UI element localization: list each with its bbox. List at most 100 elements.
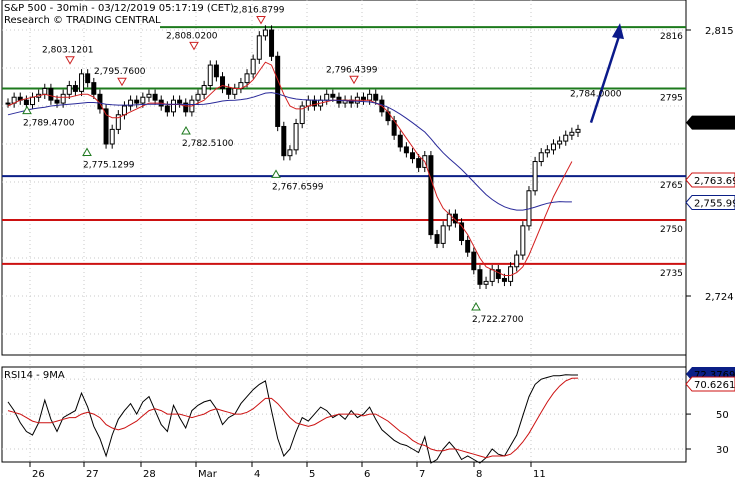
candle-body bbox=[152, 93, 158, 101]
candle-body bbox=[575, 128, 581, 133]
swing-low-marker bbox=[271, 169, 281, 178]
projection-arrowhead bbox=[612, 23, 624, 40]
candle-body bbox=[207, 64, 213, 87]
candle-body bbox=[299, 105, 305, 125]
candle-body bbox=[373, 93, 379, 101]
candle-body bbox=[213, 64, 219, 78]
price-badge-label: 2,763.69 bbox=[694, 176, 735, 187]
candle-body bbox=[146, 93, 152, 98]
candle-body bbox=[244, 73, 250, 84]
rsi-badge-label: 70.6261 bbox=[694, 380, 735, 391]
candle-body bbox=[54, 99, 60, 104]
projection-arrow-shaft bbox=[589, 32, 622, 124]
level-label-2765: 2765 bbox=[660, 181, 683, 191]
candle-body bbox=[465, 239, 471, 253]
candle-body bbox=[121, 105, 127, 116]
candle-body bbox=[557, 140, 563, 145]
candle-body bbox=[514, 254, 520, 268]
candle-body bbox=[128, 99, 134, 107]
x-tick-label: 8 bbox=[476, 469, 482, 480]
candle-body bbox=[269, 29, 275, 57]
candle-body bbox=[48, 87, 54, 101]
swing-high-label: 2,803.1201 bbox=[42, 46, 94, 56]
swing-high-label: 2,796.4399 bbox=[326, 65, 378, 75]
price-badge-label: 2,783.3 bbox=[694, 119, 732, 130]
x-tick-label: 5 bbox=[309, 469, 315, 480]
swing-low-label: 2,722.2700 bbox=[472, 315, 524, 325]
rsi-title: RSI14 - 9MA bbox=[4, 370, 65, 381]
candle-body bbox=[115, 114, 121, 130]
rsi-badge-label: 72.3769 bbox=[694, 370, 735, 381]
candle-body bbox=[416, 158, 422, 168]
candle-body bbox=[66, 85, 72, 95]
x-tick-label: 11 bbox=[533, 469, 546, 480]
candle-body bbox=[195, 93, 201, 101]
x-tick-label: 28 bbox=[143, 469, 156, 480]
candle-body bbox=[140, 96, 146, 104]
candle-body bbox=[330, 93, 336, 98]
rsi-line bbox=[7, 374, 578, 464]
rsi-y-tick-label: 50 bbox=[716, 410, 729, 421]
candle-body bbox=[103, 108, 109, 145]
price-badge-pivot-ma bbox=[685, 172, 735, 188]
candle-body bbox=[532, 161, 538, 192]
candle-body bbox=[538, 152, 544, 163]
x-tick-label: Mar bbox=[198, 469, 218, 480]
swing-low-marker bbox=[82, 147, 92, 157]
candle-body bbox=[569, 131, 575, 136]
level-label-2795: 2795 bbox=[660, 93, 683, 103]
candle-body bbox=[440, 225, 446, 244]
x-tick-label: 4 bbox=[254, 469, 260, 480]
candle-body bbox=[550, 143, 556, 151]
candle-body bbox=[5, 102, 11, 105]
candle-body bbox=[434, 234, 440, 244]
candle-body bbox=[459, 222, 465, 241]
ma-slow-line bbox=[7, 92, 572, 211]
candle-body bbox=[489, 269, 495, 282]
rsi-badge-rsi-ma bbox=[685, 376, 735, 392]
candle-body bbox=[91, 82, 97, 95]
y-tick-label: 2,815 bbox=[705, 26, 734, 37]
candle-body bbox=[275, 55, 281, 127]
candle-body bbox=[72, 85, 78, 92]
candle-body bbox=[520, 225, 526, 256]
level-label-2735: 2735 bbox=[660, 269, 683, 279]
swing-low-label: 2,775.1299 bbox=[83, 161, 135, 171]
candle-body bbox=[544, 149, 550, 154]
candle-body bbox=[201, 85, 207, 95]
swing-high-marker bbox=[349, 75, 359, 85]
x-tick-label: 27 bbox=[86, 469, 99, 480]
chart-source: Research © TRADING CENTRAL bbox=[4, 15, 161, 26]
price-badge-current bbox=[686, 115, 735, 130]
candle-body bbox=[403, 146, 409, 154]
candle-body bbox=[60, 93, 66, 104]
x-tick-label: 26 bbox=[32, 469, 45, 480]
candle-body bbox=[262, 29, 268, 37]
candle-body bbox=[232, 87, 238, 95]
candle-body bbox=[305, 99, 311, 107]
candle-body bbox=[30, 96, 36, 106]
candle-body bbox=[79, 73, 85, 92]
candle-body bbox=[170, 99, 176, 113]
candle-body bbox=[134, 99, 140, 104]
rsi-y-tick-label: 30 bbox=[716, 445, 729, 456]
price-badge-ma bbox=[685, 194, 735, 210]
candle-body bbox=[220, 76, 226, 89]
candle-body bbox=[324, 93, 330, 101]
candle-body bbox=[293, 123, 299, 151]
candle-body bbox=[226, 87, 232, 95]
candle-body bbox=[109, 128, 115, 145]
candle-body bbox=[428, 155, 434, 236]
x-tick-label: 6 bbox=[364, 469, 370, 480]
swing-high-label: 2,808.0200 bbox=[166, 31, 218, 41]
swing-low-marker bbox=[22, 105, 32, 115]
candle-body bbox=[287, 149, 293, 157]
swing-high-marker bbox=[117, 77, 127, 87]
swing-low-marker bbox=[471, 302, 481, 311]
candle-body bbox=[508, 266, 514, 282]
candle-body bbox=[256, 35, 262, 60]
candle-body bbox=[183, 102, 189, 113]
swing-high-marker bbox=[256, 16, 266, 25]
candle-body bbox=[42, 87, 48, 95]
